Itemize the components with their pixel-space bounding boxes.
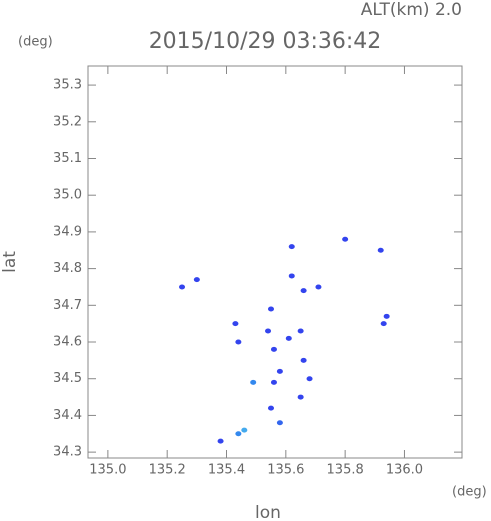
x-tick-label: 135.8	[327, 463, 364, 478]
y-axis-label: lat	[0, 251, 20, 273]
x-tick-label: 136.0	[386, 463, 423, 478]
echo	[267, 306, 274, 312]
echo	[241, 427, 248, 433]
echo	[300, 288, 307, 294]
echo	[235, 339, 242, 345]
echo	[288, 244, 295, 250]
x-tick-label: 135.6	[267, 463, 304, 478]
echo	[276, 420, 283, 426]
y-tick-label: 35.0	[53, 188, 82, 203]
x-tick-label: 135.0	[89, 463, 126, 478]
y-tick-label: 34.8	[53, 261, 82, 276]
y-unit: (deg)	[18, 35, 53, 50]
y-tick-label: 34.9	[53, 224, 82, 239]
echo	[377, 247, 384, 253]
echo	[265, 328, 272, 334]
echo	[235, 431, 242, 437]
y-tick-label: 34.6	[53, 335, 82, 350]
echo	[306, 376, 313, 382]
echo	[383, 313, 390, 319]
echo	[300, 357, 307, 363]
x-unit: (deg)	[452, 485, 487, 500]
echo	[270, 379, 277, 385]
echo	[217, 438, 224, 444]
y-tick-label: 35.2	[53, 114, 82, 129]
echo	[270, 346, 277, 352]
echo	[267, 405, 274, 411]
y-tick-label: 35.1	[53, 151, 82, 166]
plot-frame	[87, 65, 463, 459]
y-tick-label: 34.5	[53, 371, 82, 386]
altitude-label: ALT(km) 2.0	[361, 0, 462, 20]
y-tick-label: 34.3	[53, 445, 82, 460]
echo	[342, 236, 349, 242]
x-tick-label: 135.2	[149, 463, 186, 478]
echo	[297, 394, 304, 400]
echo	[285, 335, 292, 341]
echo	[297, 328, 304, 334]
y-tick-label: 35.3	[53, 78, 82, 93]
chart-title: 2015/10/29 03:36:42	[149, 29, 382, 54]
echo	[179, 284, 186, 290]
echo	[288, 273, 295, 279]
echo	[276, 368, 283, 374]
x-tick-label: 135.4	[208, 463, 245, 478]
y-tick-label: 34.4	[53, 408, 82, 423]
y-tick-label: 34.7	[53, 298, 82, 313]
echo	[193, 277, 200, 283]
echo	[232, 321, 239, 327]
echo	[315, 284, 322, 290]
echo	[380, 321, 387, 327]
echo	[250, 379, 257, 385]
x-axis-label: lon	[255, 503, 281, 521]
